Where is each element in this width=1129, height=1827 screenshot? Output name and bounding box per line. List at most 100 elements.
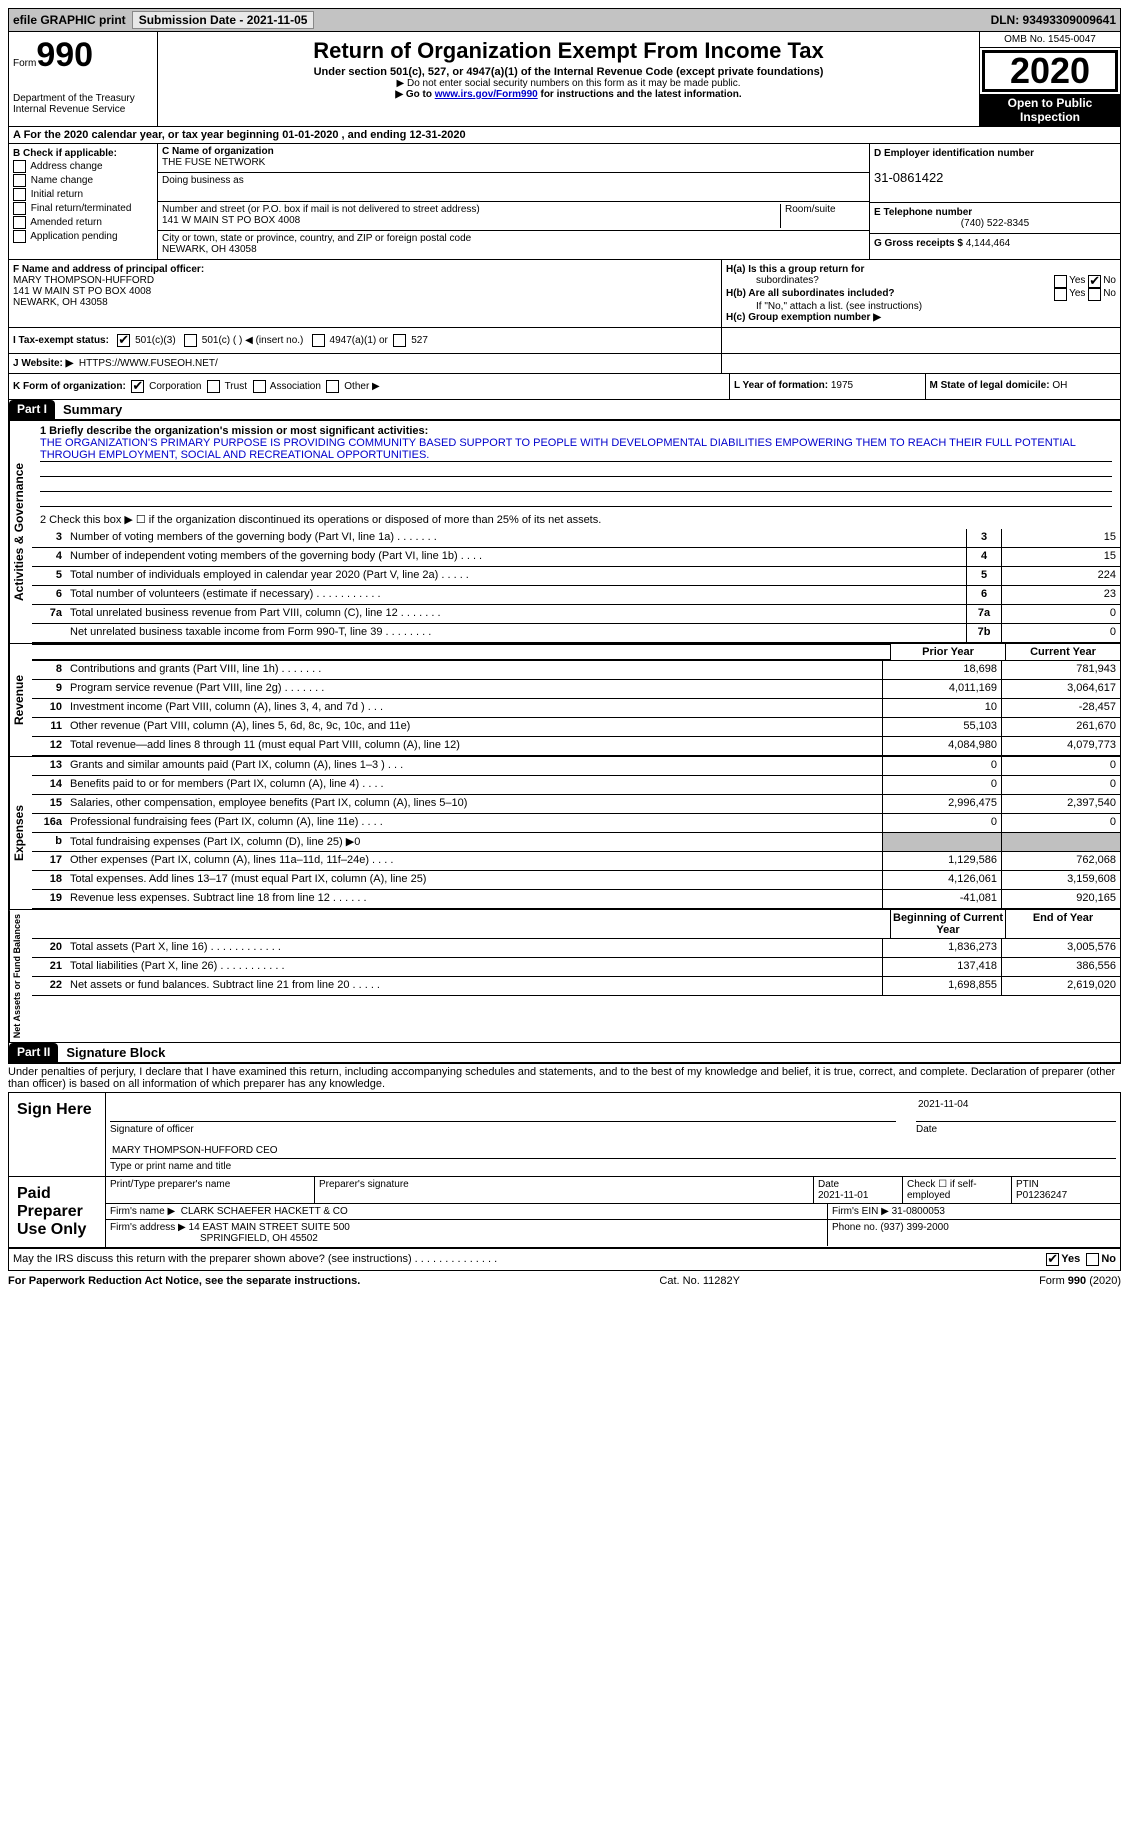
netassets-header-row: Beginning of Current Year End of Year xyxy=(32,910,1120,939)
mission-box: 1 Briefly describe the organization's mi… xyxy=(32,421,1120,511)
part-ii-container: Part II Signature Block xyxy=(8,1043,1121,1064)
part-ii-tab: Part II xyxy=(9,1043,58,1062)
summary-line: 17Other expenses (Part IX, column (A), l… xyxy=(32,852,1120,871)
dept-treasury: Department of the Treasury xyxy=(13,93,153,104)
summary-line: 18Total expenses. Add lines 13–17 (must … xyxy=(32,871,1120,890)
tax-exempt-row: I Tax-exempt status: 501(c)(3) 501(c) ( … xyxy=(8,328,1121,354)
officer-name-value: MARY THOMPSON-HUFFORD CEO xyxy=(110,1143,1116,1159)
tax-year: 2020 xyxy=(982,50,1118,92)
summary-line: 19Revenue less expenses. Subtract line 1… xyxy=(32,890,1120,909)
paid-preparer-label: Paid Preparer Use Only xyxy=(9,1177,106,1247)
sign-here-label: Sign Here xyxy=(9,1093,106,1176)
discuss-yes[interactable] xyxy=(1046,1253,1059,1266)
footer-form-ref: Form 990 (2020) xyxy=(1039,1275,1121,1287)
summary-line: 9Program service revenue (Part VIII, lin… xyxy=(32,680,1120,699)
summary-line: 10Investment income (Part VIII, column (… xyxy=(32,699,1120,718)
chk-assoc[interactable] xyxy=(253,380,266,393)
summary-line: 20Total assets (Part X, line 16) . . . .… xyxy=(32,939,1120,958)
summary-line: 6Total number of volunteers (estimate if… xyxy=(32,586,1120,605)
top-toolbar: efile GRAPHIC print Submission Date - 20… xyxy=(8,8,1121,32)
irs-label: Internal Revenue Service xyxy=(13,104,153,115)
irs-link[interactable]: www.irs.gov/Form990 xyxy=(435,89,538,100)
chk-501c3[interactable] xyxy=(117,334,130,347)
inspection-notice: Open to PublicInspection xyxy=(980,94,1120,126)
form-org-row: K Form of organization: Corporation Trus… xyxy=(8,374,1121,400)
expenses-block: Expenses 13Grants and similar amounts pa… xyxy=(8,757,1121,910)
officer-name-label: Type or print name and title xyxy=(110,1161,1116,1172)
expenses-side-label: Expenses xyxy=(9,757,32,909)
form-header: Form990 Department of the Treasury Inter… xyxy=(8,32,1121,127)
discuss-no[interactable] xyxy=(1086,1253,1099,1266)
summary-line: 15Salaries, other compensation, employee… xyxy=(32,795,1120,814)
summary-line: bTotal fundraising expenses (Part IX, co… xyxy=(32,833,1120,852)
dln-label: DLN: 93493309009641 xyxy=(991,13,1116,27)
header-info-grid: B Check if applicable: Address change Na… xyxy=(8,144,1121,260)
org-name-cell: C Name of organization THE FUSE NETWORK xyxy=(158,144,869,173)
ha-no[interactable] xyxy=(1088,275,1101,288)
revenue-header-row: b Prior Year Current Year xyxy=(32,644,1120,661)
submission-date-button[interactable]: Submission Date - 2021-11-05 xyxy=(132,11,315,29)
summary-line: 3Number of voting members of the governi… xyxy=(32,529,1120,548)
summary-line: 13Grants and similar amounts paid (Part … xyxy=(32,757,1120,776)
officer-group-row: F Name and address of principal officer:… xyxy=(8,260,1121,328)
summary-line: 14Benefits paid to or for members (Part … xyxy=(32,776,1120,795)
gross-receipts-cell: G Gross receipts $ 4,144,464 xyxy=(870,234,1120,253)
revenue-side-label: Revenue xyxy=(9,644,32,756)
part-i-title: Summary xyxy=(55,400,130,419)
hb-yes[interactable] xyxy=(1054,288,1067,301)
sig-date-label: Date xyxy=(916,1124,1116,1135)
sig-date-value: 2021-11-04 xyxy=(916,1097,1116,1122)
ha-yes[interactable] xyxy=(1054,275,1067,288)
phone-cell: E Telephone number (740) 522-8345 xyxy=(870,203,1120,234)
efile-label: efile GRAPHIC print xyxy=(13,13,126,27)
chk-trust[interactable] xyxy=(207,380,220,393)
summary-line: 11Other revenue (Part VIII, column (A), … xyxy=(32,718,1120,737)
chk-other[interactable] xyxy=(326,380,339,393)
ein-cell: D Employer identification number 31-0861… xyxy=(870,144,1120,203)
part-i-container: Part I Summary xyxy=(8,400,1121,421)
page-footer: For Paperwork Reduction Act Notice, see … xyxy=(8,1271,1121,1291)
summary-line: 21Total liabilities (Part X, line 26) . … xyxy=(32,958,1120,977)
summary-line: 16aProfessional fundraising fees (Part I… xyxy=(32,814,1120,833)
website-row: J Website: ▶ HTTPS://WWW.FUSEOH.NET/ xyxy=(8,354,1121,374)
netassets-block: Net Assets or Fund Balances Beginning of… xyxy=(8,910,1121,1043)
checkbox-final-return[interactable] xyxy=(13,202,26,215)
part-ii-title: Signature Block xyxy=(58,1043,173,1062)
governance-block: Activities & Governance 1 Briefly descri… xyxy=(8,421,1121,644)
chk-501c[interactable] xyxy=(184,334,197,347)
dba-cell: Doing business as xyxy=(158,173,869,202)
form-subtitle: Under section 501(c), 527, or 4947(a)(1)… xyxy=(162,66,975,78)
section-a-tax-year: A For the 2020 calendar year, or tax yea… xyxy=(8,127,1121,144)
section-f-officer: F Name and address of principal officer:… xyxy=(9,260,722,327)
summary-line: 8Contributions and grants (Part VIII, li… xyxy=(32,661,1120,680)
part-i-tab: Part I xyxy=(9,400,55,419)
hb-no[interactable] xyxy=(1088,288,1101,301)
form-title: Return of Organization Exempt From Incom… xyxy=(162,38,975,64)
section-h-group: H(a) Is this a group return for subordin… xyxy=(722,260,1120,327)
sig-officer-label: Signature of officer xyxy=(110,1124,896,1135)
chk-527[interactable] xyxy=(393,334,406,347)
summary-line: 7aTotal unrelated business revenue from … xyxy=(32,605,1120,624)
section-b-checkboxes: B Check if applicable: Address change Na… xyxy=(9,144,158,259)
declaration-text: Under penalties of perjury, I declare th… xyxy=(8,1064,1121,1092)
street-cell: Number and street (or P.O. box if mail i… xyxy=(158,202,869,231)
form-note-ssn: ▶ Do not enter social security numbers o… xyxy=(162,78,975,89)
summary-line: 12Total revenue—add lines 8 through 11 (… xyxy=(32,737,1120,756)
summary-line: 5Total number of individuals employed in… xyxy=(32,567,1120,586)
checkbox-amended[interactable] xyxy=(13,216,26,229)
checkbox-address-change[interactable] xyxy=(13,160,26,173)
chk-4947[interactable] xyxy=(312,334,325,347)
discuss-row: May the IRS discuss this return with the… xyxy=(8,1249,1121,1271)
summary-line: Net unrelated business taxable income fr… xyxy=(32,624,1120,643)
checkbox-name-change[interactable] xyxy=(13,174,26,187)
city-cell: City or town, state or province, country… xyxy=(158,231,869,259)
checkbox-app-pending[interactable] xyxy=(13,230,26,243)
summary-line: 4Number of independent voting members of… xyxy=(32,548,1120,567)
form-number: Form990 xyxy=(13,36,153,75)
checkbox-initial-return[interactable] xyxy=(13,188,26,201)
summary-line: 22Net assets or fund balances. Subtract … xyxy=(32,977,1120,996)
governance-side-label: Activities & Governance xyxy=(9,421,32,643)
form-note-link: ▶ Go to www.irs.gov/Form990 for instruct… xyxy=(162,89,975,100)
chk-corp[interactable] xyxy=(131,380,144,393)
netassets-side-label: Net Assets or Fund Balances xyxy=(9,910,32,1042)
